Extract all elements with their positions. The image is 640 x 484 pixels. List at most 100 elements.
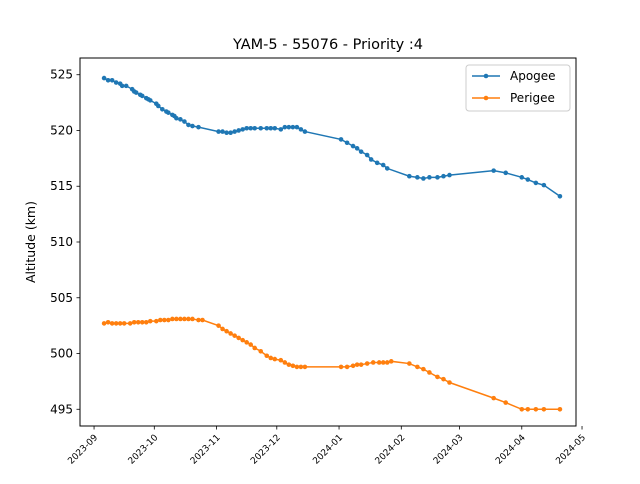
- chart-title: YAM-5 - 55076 - Priority :4: [232, 37, 423, 53]
- point-apogee-1: [105, 78, 111, 83]
- point-apogee-55: [368, 157, 374, 162]
- y-tick-label-505: 505: [50, 291, 73, 305]
- point-apogee-46: [294, 124, 300, 130]
- point-apogee-28: [216, 129, 221, 134]
- point-apogee-54: [364, 152, 370, 158]
- point-perigee-32: [248, 342, 253, 347]
- point-apogee-14: [147, 98, 153, 103]
- point-apogee-39: [264, 125, 270, 131]
- point-apogee-17: [160, 107, 165, 112]
- point-perigee-39: [282, 360, 288, 365]
- point-perigee-63: [491, 395, 496, 401]
- point-apogee-66: [491, 168, 496, 173]
- point-perigee-12: [154, 318, 159, 324]
- point-apogee-40: [268, 125, 274, 131]
- point-apogee-0: [101, 75, 107, 81]
- point-perigee-14: [162, 317, 167, 323]
- point-apogee-19: [166, 110, 171, 115]
- point-apogee-63: [435, 175, 440, 180]
- legend-label-apogee: Apogee: [510, 69, 556, 83]
- point-perigee-0: [101, 321, 107, 326]
- point-perigee-41: [290, 363, 296, 369]
- point-apogee-37: [252, 125, 257, 131]
- point-perigee-29: [236, 335, 241, 341]
- y-tick-label-510: 510: [50, 235, 73, 249]
- point-perigee-5: [121, 321, 127, 326]
- point-perigee-15: [166, 317, 171, 323]
- y-tick-label-500: 500: [50, 347, 73, 361]
- y-tick-label-525: 525: [50, 68, 73, 82]
- point-perigee-4: [117, 321, 123, 326]
- point-apogee-38: [258, 125, 264, 131]
- point-perigee-6: [127, 321, 133, 326]
- point-apogee-36: [248, 125, 253, 131]
- point-perigee-66: [525, 406, 531, 412]
- point-apogee-52: [354, 146, 360, 151]
- point-apogee-34: [240, 127, 245, 132]
- point-perigee-40: [286, 362, 292, 367]
- point-apogee-56: [374, 160, 380, 166]
- point-apogee-5: [119, 83, 125, 89]
- point-perigee-2: [109, 321, 115, 326]
- point-perigee-22: [196, 317, 201, 323]
- point-apogee-53: [358, 149, 364, 154]
- point-apogee-69: [525, 177, 531, 182]
- point-perigee-18: [178, 316, 183, 322]
- point-apogee-26: [190, 123, 195, 129]
- point-apogee-23: [178, 117, 183, 122]
- point-perigee-59: [427, 370, 432, 375]
- point-perigee-10: [143, 319, 149, 325]
- point-apogee-33: [236, 128, 241, 133]
- point-apogee-49: [338, 137, 344, 142]
- point-apogee-57: [380, 162, 386, 168]
- point-apogee-22: [174, 115, 179, 121]
- point-apogee-16: [156, 103, 161, 109]
- point-apogee-68: [519, 175, 525, 180]
- point-perigee-35: [264, 353, 270, 359]
- point-perigee-20: [186, 316, 191, 322]
- point-perigee-36: [268, 355, 274, 361]
- point-perigee-3: [113, 321, 119, 326]
- point-perigee-62: [447, 380, 452, 385]
- point-perigee-7: [131, 319, 137, 325]
- point-perigee-17: [174, 316, 179, 322]
- point-perigee-51: [370, 360, 376, 365]
- point-perigee-38: [278, 357, 284, 363]
- legend: Apogee Perigee: [465, 64, 571, 112]
- point-perigee-34: [258, 348, 264, 354]
- point-apogee-31: [228, 130, 233, 136]
- legend-label-perigee: Perigee: [510, 91, 555, 105]
- point-apogee-30: [224, 130, 229, 136]
- point-perigee-44: [302, 364, 308, 370]
- point-perigee-42: [294, 364, 300, 370]
- point-perigee-54: [384, 360, 390, 365]
- point-perigee-68: [541, 406, 547, 412]
- point-perigee-11: [147, 318, 153, 324]
- point-perigee-45: [338, 364, 344, 370]
- point-perigee-58: [421, 366, 426, 372]
- point-perigee-65: [519, 406, 525, 412]
- point-apogee-9: [133, 90, 139, 95]
- point-apogee-24: [182, 119, 187, 124]
- point-perigee-47: [350, 363, 356, 369]
- point-apogee-59: [407, 173, 412, 179]
- y-tick-label-520: 520: [50, 123, 73, 137]
- point-perigee-30: [240, 337, 245, 343]
- legend-marker-apogee: [483, 73, 489, 79]
- plot-area: [101, 75, 563, 412]
- series-line-perigee: [103, 318, 560, 411]
- point-perigee-46: [344, 364, 350, 370]
- point-perigee-24: [216, 323, 221, 328]
- point-perigee-37: [272, 356, 278, 362]
- point-apogee-51: [350, 143, 356, 149]
- point-apogee-65: [447, 172, 452, 178]
- y-tick-label-515: 515: [50, 179, 73, 193]
- point-perigee-50: [364, 361, 370, 366]
- point-perigee-64: [503, 400, 509, 405]
- point-perigee-57: [415, 364, 420, 370]
- point-apogee-25: [186, 122, 191, 128]
- point-apogee-62: [427, 175, 432, 180]
- point-perigee-67: [533, 406, 539, 412]
- point-perigee-16: [170, 316, 175, 322]
- point-apogee-2: [109, 78, 115, 83]
